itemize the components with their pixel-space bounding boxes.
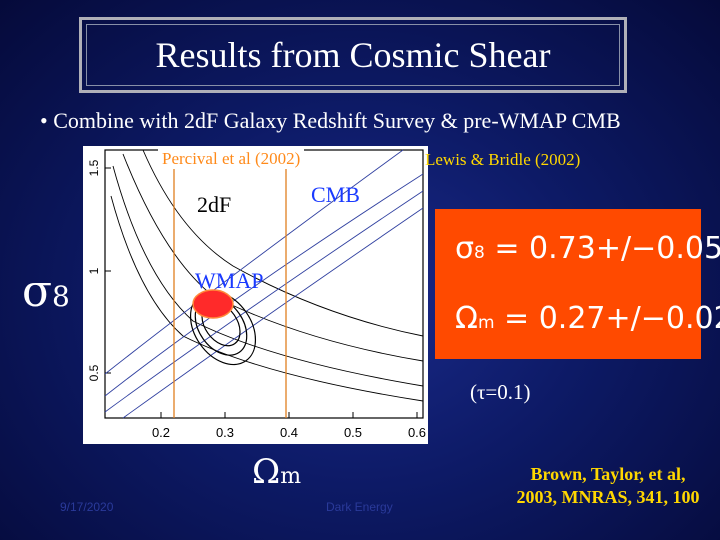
plot-svg: 0.2 0.3 0.4 0.5 0.6 0.5 1 1.5 (87, 149, 426, 440)
credit-percival: Percival et al (2002) (158, 149, 305, 169)
reference: Brown, Taylor, et al, 2003, MNRAS, 341, … (508, 463, 708, 509)
y-axis-sub: 8 (52, 280, 70, 313)
result-omega-symbol: Ω (455, 301, 478, 336)
result-omega-value: = 0.27+/−0.02 (494, 301, 720, 336)
x-tick-label: 0.2 (152, 425, 170, 440)
footer-date: 9/17/2020 (60, 500, 114, 514)
reference-line1: Brown, Taylor, et al, (530, 464, 686, 484)
title-box: Results from Cosmic Shear (79, 17, 627, 93)
result-omegam: Ωm = 0.27+/−0.02 (455, 301, 720, 336)
footer-title: Dark Energy (326, 500, 393, 514)
wmap-region (192, 289, 234, 319)
x-tick-label: 0.6 (408, 425, 426, 440)
result-omega-sub: m (477, 313, 495, 333)
x-axis-sub: m (280, 464, 302, 489)
x-tick-label: 0.3 (216, 425, 234, 440)
reference-line2: 2003, MNRAS, 341, 100 (516, 487, 700, 507)
x-tick-label: 0.5 (344, 425, 362, 440)
y-tick-label: 0.5 (87, 364, 101, 381)
y-axis-label: σ8 (22, 266, 70, 317)
cmb-contours (110, 149, 424, 402)
y-tick-label: 1.5 (87, 159, 101, 176)
bullet-point: • Combine with 2dF Galaxy Redshift Surve… (40, 108, 621, 133)
x-axis-symbol: Ω (252, 452, 281, 492)
lensing-lines (104, 149, 424, 419)
contour-plot: 0.2 0.3 0.4 0.5 0.6 0.5 1 1.5 (83, 146, 428, 444)
slide-title: Results from Cosmic Shear (155, 35, 551, 75)
y-tick-label: 1 (87, 267, 101, 274)
label-2df: 2dF (197, 192, 231, 217)
result-sigma-value: = 0.73+/−0.05 (484, 231, 720, 266)
credit-lewis-bridle: Lewis & Bridle (2002) (425, 150, 581, 169)
x-tick-label: 0.4 (280, 425, 298, 440)
result-sigma-symbol: σ (455, 231, 475, 266)
result-sigma-sub: 8 (474, 243, 485, 263)
x-axis-label: Ωm (252, 452, 301, 492)
result-sigma8: σ8 = 0.73+/−0.05 (455, 231, 720, 266)
label-wmap: WMAP (195, 268, 263, 293)
tau-note: (τ=0.1) (470, 380, 531, 404)
label-cmb: CMB (311, 182, 360, 207)
result-box: σ8 = 0.73+/−0.05 Ωm = 0.27+/−0.02 (435, 209, 720, 359)
y-axis-symbol: σ (22, 266, 53, 317)
